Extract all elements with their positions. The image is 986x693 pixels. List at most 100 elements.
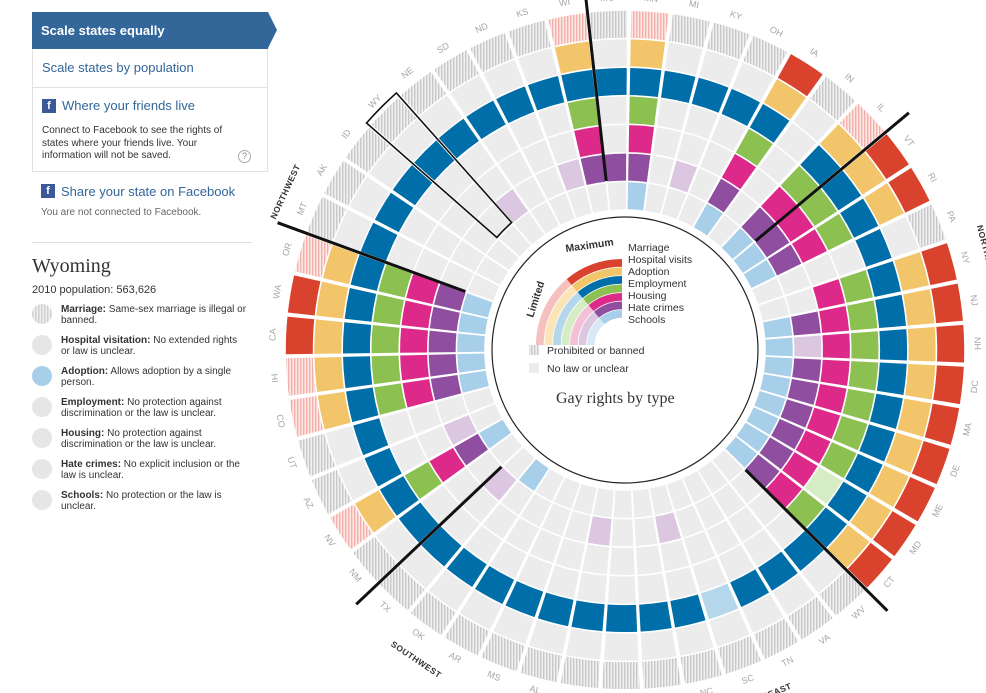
cell-mn-adoption[interactable] (629, 67, 662, 98)
cell-mt-hate-crimes[interactable] (441, 261, 474, 291)
cell-co-employment[interactable] (374, 383, 407, 415)
cell-mt-housing[interactable] (414, 248, 449, 281)
cell-ar-housing[interactable] (505, 517, 539, 553)
cell-sc-adoption[interactable] (700, 583, 739, 620)
cell-sd-hospital-visits[interactable] (450, 75, 493, 116)
state-label-md[interactable]: MD (907, 539, 923, 557)
cell-wv-housing[interactable] (748, 490, 784, 527)
cell-tx-schools[interactable] (503, 447, 535, 479)
cell-ky-schools[interactable] (661, 188, 687, 220)
cell-ak-housing[interactable] (425, 224, 461, 259)
cell-wy-hate-crimes[interactable] (478, 204, 512, 238)
cell-oh-marriage[interactable] (743, 36, 788, 76)
cell-nj-housing[interactable] (819, 305, 850, 333)
cell-ri-employment[interactable] (816, 213, 853, 251)
cell-ma-schools[interactable] (760, 374, 791, 397)
cell-co-schools[interactable] (459, 370, 489, 393)
state-label-pa[interactable]: PA (945, 209, 959, 223)
cell-ny-marriage[interactable] (921, 243, 957, 286)
cell-me-employment[interactable] (820, 442, 857, 479)
cell-ar-schools[interactable] (535, 469, 564, 502)
cell-ri-hate-crimes[interactable] (767, 244, 802, 276)
share-link-label[interactable]: Share your state on Facebook (61, 183, 236, 199)
cell-sd-housing[interactable] (498, 151, 533, 187)
share-link[interactable]: f Share your state on Facebook (41, 184, 259, 199)
cell-nc-employment[interactable] (665, 567, 698, 600)
cell-az-employment[interactable] (390, 436, 427, 473)
cell-ct-schools[interactable] (725, 436, 757, 468)
cell-nh-housing[interactable] (822, 333, 850, 359)
cell-in-hate-crimes[interactable] (725, 191, 759, 226)
cell-ks-employment[interactable] (537, 103, 572, 138)
cell-ny-hate-crimes[interactable] (785, 288, 818, 315)
state-label-ks[interactable]: KS (515, 6, 529, 19)
cell-dc-hospital-visits[interactable] (905, 363, 936, 400)
cell-az-hospital-visits[interactable] (338, 458, 377, 501)
cell-ny-adoption[interactable] (867, 261, 901, 297)
cell-ky-employment[interactable] (684, 105, 719, 140)
state-label-mt[interactable]: MT (295, 200, 310, 216)
state-label-hi[interactable]: HI (269, 373, 280, 383)
cell-wi-hate-crimes[interactable] (580, 155, 606, 186)
cell-md-housing[interactable] (782, 452, 818, 487)
cell-vt-hospital-visits[interactable] (843, 152, 885, 195)
cell-nj-schools[interactable] (763, 317, 793, 338)
state-label-ca[interactable]: CA (267, 328, 278, 341)
cell-md-hospital-visits[interactable] (850, 496, 892, 539)
cell-ok-hospital-visits[interactable] (428, 569, 472, 612)
cell-ks-marriage[interactable] (508, 20, 551, 57)
cell-in-adoption[interactable] (776, 122, 817, 163)
cell-ok-employment[interactable] (464, 525, 503, 564)
cell-ut-marriage[interactable] (298, 433, 336, 477)
cell-vt-hate-crimes[interactable] (755, 225, 790, 258)
cell-ut-hate-crimes[interactable] (435, 395, 468, 424)
cell-id-hate-crimes[interactable] (463, 221, 498, 254)
cell-wa-schools[interactable] (458, 313, 488, 335)
cell-mi-hate-crimes[interactable] (648, 155, 675, 186)
cell-il-schools[interactable] (721, 228, 754, 260)
cell-nc-adoption[interactable] (670, 594, 706, 628)
cell-ak-schools[interactable] (476, 256, 509, 285)
cell-ms-hate-crimes[interactable] (541, 503, 571, 536)
state-label-wi[interactable]: WI (558, 0, 571, 8)
cell-ia-adoption[interactable] (749, 104, 790, 143)
cell-al-hate-crimes[interactable] (564, 511, 591, 543)
cell-sd-marriage[interactable] (434, 50, 479, 92)
cell-co-hate-crimes[interactable] (430, 374, 462, 401)
cell-ia-hospital-visits[interactable] (763, 79, 807, 120)
cell-ny-housing[interactable] (812, 279, 845, 309)
cell-ga-adoption[interactable] (639, 601, 672, 632)
cell-fl-schools[interactable] (613, 490, 633, 518)
cell-de-employment[interactable] (833, 415, 868, 451)
cell-hi-housing[interactable] (400, 354, 429, 381)
friends-link[interactable]: f Where your friends live (42, 98, 258, 113)
cell-ca-adoption[interactable] (342, 322, 372, 354)
cell-wy-employment[interactable] (435, 161, 474, 200)
cell-ny-employment[interactable] (839, 270, 873, 303)
cell-mi-schools[interactable] (644, 183, 667, 214)
cell-ut-adoption[interactable] (353, 418, 389, 456)
cell-wv-marriage[interactable] (819, 571, 865, 616)
cell-oh-adoption[interactable] (721, 88, 760, 127)
cell-de-housing[interactable] (806, 407, 841, 439)
cell-nm-employment[interactable] (421, 485, 460, 524)
cell-dc-adoption[interactable] (876, 362, 907, 395)
cell-wy-adoption[interactable] (414, 140, 455, 181)
cell-wi-hospital-visits[interactable] (554, 41, 592, 74)
cell-ms-adoption[interactable] (505, 581, 544, 618)
cell-or-marriage[interactable] (295, 235, 332, 278)
cell-al-housing[interactable] (555, 538, 586, 571)
cell-ct-hate-crimes[interactable] (745, 454, 780, 488)
cell-ne-hate-crimes[interactable] (495, 189, 528, 223)
cell-tn-hate-crimes[interactable] (694, 495, 726, 529)
cell-nd-hospital-visits[interactable] (483, 59, 525, 98)
cell-ca-schools[interactable] (457, 333, 485, 353)
cell-nh-hate-crimes[interactable] (793, 335, 822, 358)
cell-sd-employment[interactable] (482, 125, 520, 163)
cell-wy-housing[interactable] (456, 182, 493, 219)
cell-nj-hate-crimes[interactable] (791, 311, 821, 336)
cell-al-hospital-visits[interactable] (529, 619, 568, 655)
cell-id-adoption[interactable] (392, 165, 433, 206)
cell-tx-employment[interactable] (441, 506, 480, 545)
cell-in-employment[interactable] (759, 145, 797, 184)
